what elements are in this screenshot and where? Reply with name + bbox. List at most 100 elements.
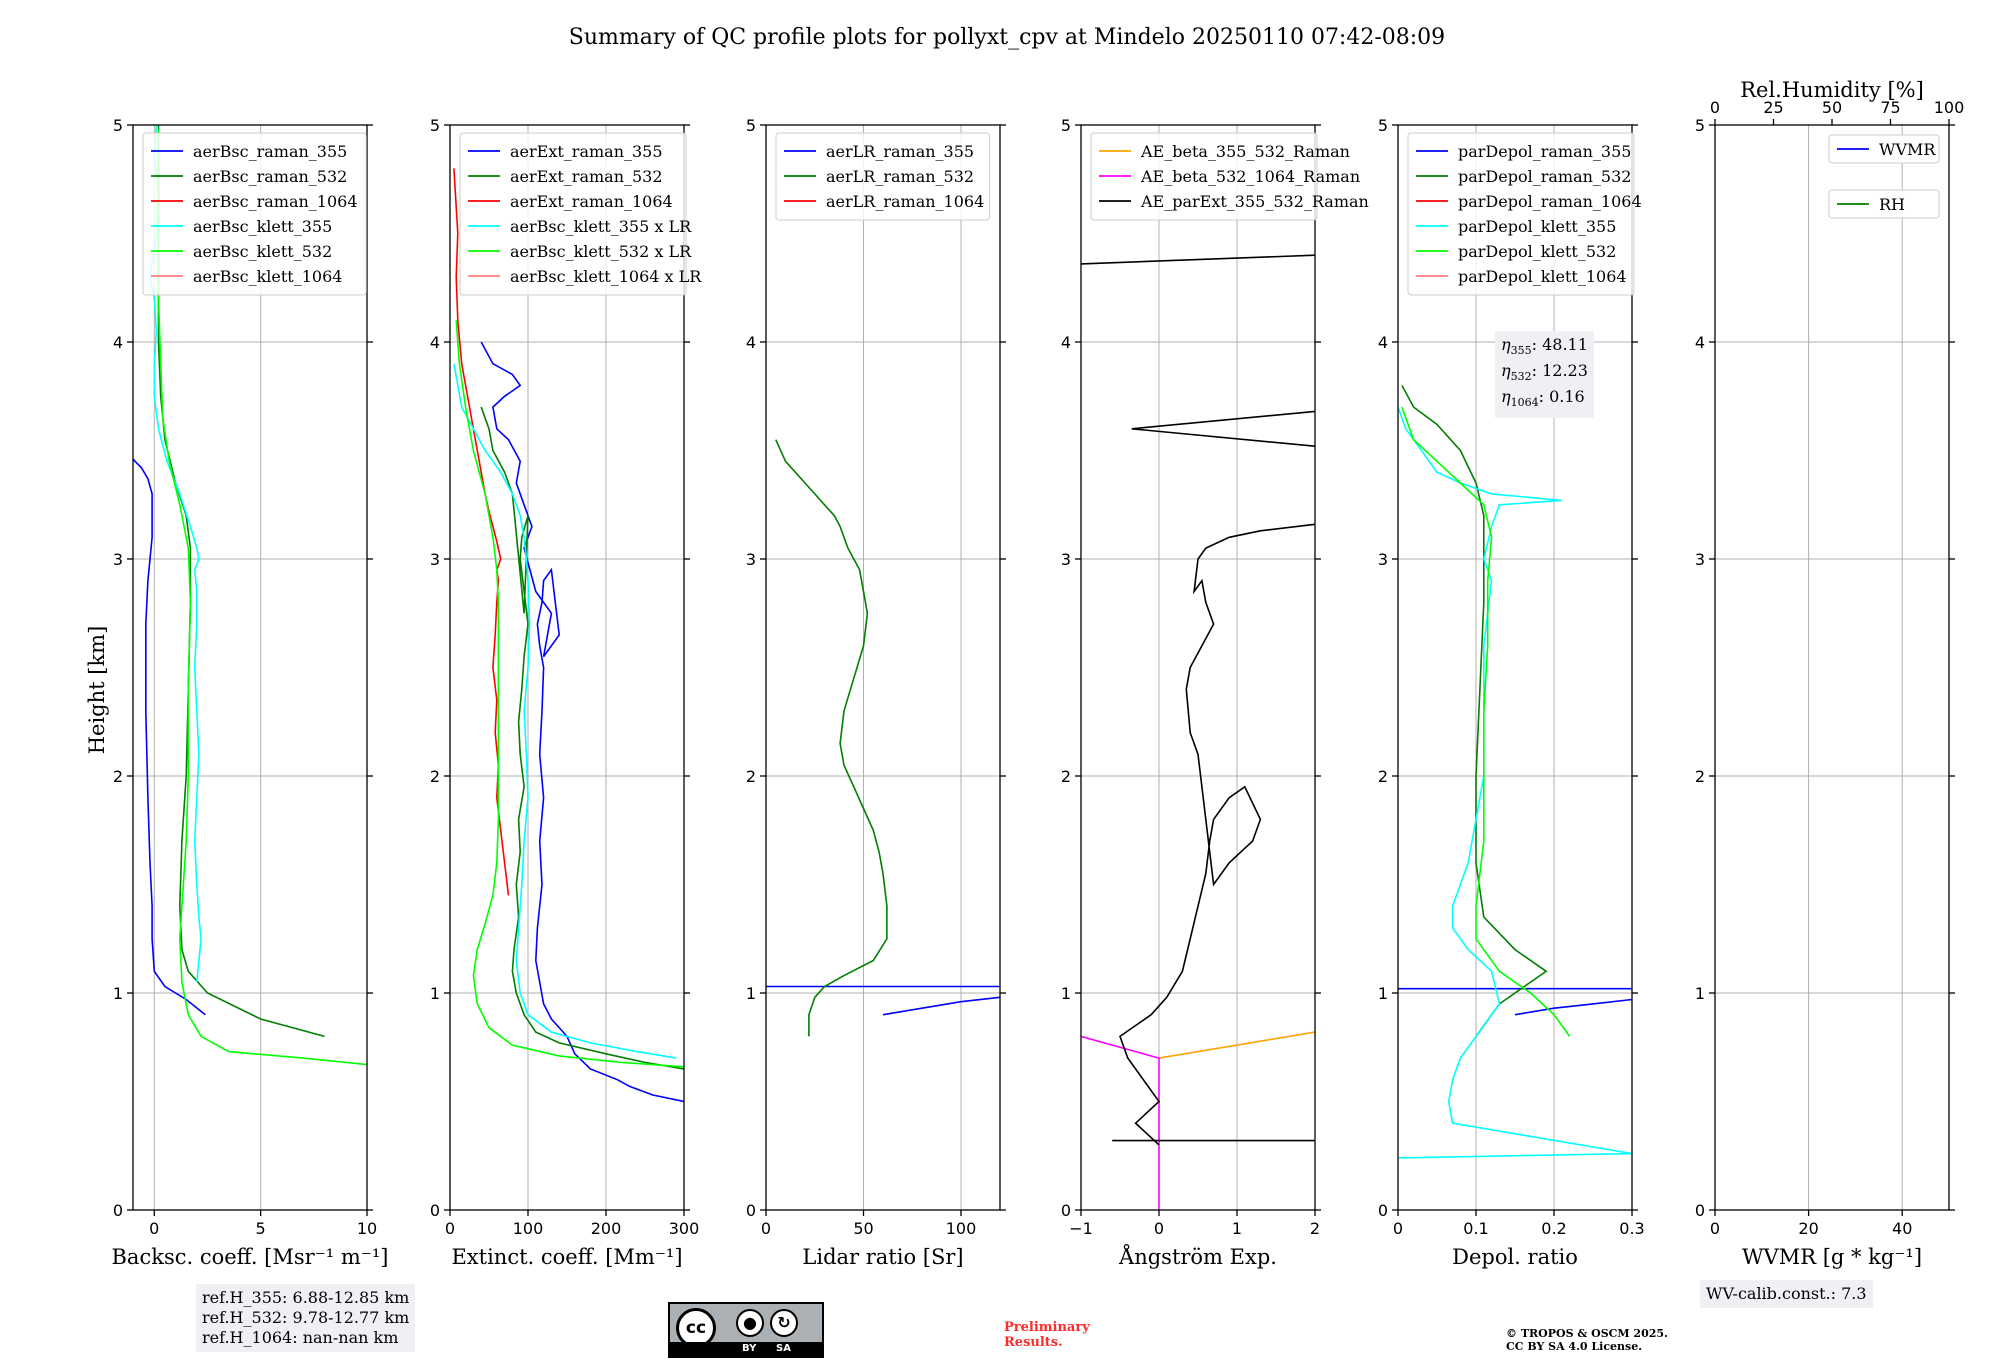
panel-frame bbox=[132, 124, 368, 1211]
y-tick-label: 4 bbox=[746, 333, 756, 352]
x2-axis-label: Rel.Humidity [%] bbox=[1740, 78, 1924, 102]
y-tick-label: 3 bbox=[746, 550, 756, 569]
figure-title: Summary of QC profile plots for pollyxt_… bbox=[569, 25, 1445, 50]
y-axis-label: Height [km] bbox=[85, 626, 109, 755]
y-tick-label: 5 bbox=[746, 116, 756, 135]
series-line bbox=[453, 168, 510, 896]
x-tick-label: 0 bbox=[149, 1219, 159, 1238]
x-tick-label: 10 bbox=[357, 1219, 377, 1238]
panel-frame bbox=[765, 124, 1001, 1211]
y-tick-label: 5 bbox=[1378, 116, 1388, 135]
series-line bbox=[133, 458, 206, 1016]
legend-label: WVMR bbox=[1879, 140, 1936, 159]
x-tick-label: −1 bbox=[1069, 1219, 1093, 1238]
y-tick-label: 2 bbox=[113, 767, 123, 786]
legend-label: aerBsc_klett_532 x LR bbox=[510, 242, 692, 261]
legend-frame bbox=[459, 132, 687, 296]
legend-frame bbox=[1090, 132, 1318, 221]
legend-label: aerBsc_klett_532 bbox=[193, 242, 332, 261]
legend-label: aerExt_raman_1064 bbox=[510, 192, 673, 211]
x-axis-label: Lidar ratio [Sr] bbox=[802, 1245, 963, 1269]
person-icon: ● bbox=[736, 1309, 764, 1337]
x2-tick-label: 0 bbox=[1710, 98, 1720, 117]
eta-1064-value: 0.16 bbox=[1549, 387, 1585, 407]
panel-frame bbox=[1714, 124, 1950, 1211]
series-line bbox=[1081, 254, 1315, 265]
y-tick-label: 5 bbox=[1061, 116, 1071, 135]
x-tick-label: 0 bbox=[1710, 1219, 1720, 1238]
series-line bbox=[1398, 406, 1632, 1159]
legend-label: aerBsc_raman_532 bbox=[193, 167, 347, 186]
series-line bbox=[1401, 385, 1548, 1037]
y-tick-label: 4 bbox=[1378, 333, 1388, 352]
x-axis-label: Backsc. coeff. [Msr⁻¹ m⁻¹] bbox=[112, 1245, 389, 1269]
y-tick-label: 5 bbox=[430, 116, 440, 135]
y-tick-label: 0 bbox=[746, 1201, 756, 1220]
x-axis-label: Depol. ratio bbox=[1452, 1245, 1578, 1269]
eta-355-value: 48.11 bbox=[1542, 335, 1588, 354]
x-tick-label: 100 bbox=[513, 1219, 544, 1238]
x-tick-label: 20 bbox=[1798, 1219, 1818, 1238]
legend-label: aerExt_raman_355 bbox=[510, 142, 663, 161]
y-tick-label: 1 bbox=[1378, 984, 1388, 1003]
x-tick-label: 300 bbox=[669, 1219, 700, 1238]
x-axis-label: WVMR [g * kg⁻¹] bbox=[1742, 1245, 1922, 1269]
y-tick-label: 1 bbox=[113, 984, 123, 1003]
series-line bbox=[455, 320, 684, 1068]
legend-label: aerBsc_raman_355 bbox=[193, 142, 347, 161]
y-tick-label: 1 bbox=[430, 984, 440, 1003]
y-tick-label: 0 bbox=[430, 1201, 440, 1220]
plot-area bbox=[766, 439, 1000, 1037]
eta-532-value: 12.23 bbox=[1542, 361, 1588, 381]
y-tick-label: 0 bbox=[113, 1201, 123, 1220]
legend-label: parDepol_raman_1064 bbox=[1458, 192, 1642, 211]
y-tick-label: 5 bbox=[113, 116, 123, 135]
x-tick-label: 5 bbox=[256, 1219, 266, 1238]
legend-label: aerLR_raman_355 bbox=[826, 142, 974, 161]
badge-bar bbox=[670, 1342, 822, 1356]
x-tick-label: 0.2 bbox=[1541, 1219, 1566, 1238]
copyright-line-2: CC BY SA 4.0 License. bbox=[1506, 1340, 1643, 1353]
y-tick-label: 2 bbox=[1378, 767, 1388, 786]
ref-h-532: ref.H_532: 9.78-12.77 km bbox=[202, 1308, 410, 1327]
legend-label: aerLR_raman_532 bbox=[826, 167, 974, 186]
x-tick-label: 0 bbox=[1393, 1219, 1403, 1238]
legend-frame bbox=[1828, 189, 1940, 219]
series-line bbox=[1081, 1035, 1160, 1210]
y-tick-label: 3 bbox=[430, 550, 440, 569]
panel-1: 0 1 2 3 4 5 0 5 10 Backsc. coeff. [Msr⁻¹ m⁻¹] aerB… bbox=[112, 116, 389, 1269]
series-line bbox=[1119, 523, 1315, 1146]
series-line bbox=[453, 363, 677, 1059]
eta-1064: η1064: 0.16 bbox=[1501, 387, 1585, 410]
x-tick-label: 2 bbox=[1310, 1219, 1320, 1238]
x-tick-label: 1 bbox=[1232, 1219, 1242, 1238]
x2-tick-label: 100 bbox=[1934, 98, 1965, 117]
y-tick-label: 2 bbox=[1061, 767, 1071, 786]
panel-frame bbox=[1397, 124, 1633, 1211]
legend-entry: RH bbox=[1828, 189, 1940, 219]
series-line bbox=[1401, 406, 1571, 1037]
legend-label: AE_beta_532_1064_Raman bbox=[1140, 167, 1360, 186]
legend-label: parDepol_raman_355 bbox=[1458, 142, 1631, 161]
panel-frame bbox=[449, 124, 685, 1211]
y-tick-label: 3 bbox=[1695, 550, 1705, 569]
y-tick-label: 0 bbox=[1378, 1201, 1388, 1220]
preliminary-line-2: Results. bbox=[1004, 1335, 1063, 1350]
x-tick-label: 0 bbox=[445, 1219, 455, 1238]
x-tick-label: 40 bbox=[1892, 1219, 1912, 1238]
by-label: BY bbox=[742, 1343, 757, 1354]
y-tick-label: 1 bbox=[1061, 984, 1071, 1003]
x-axis-label: Extinct. coeff. [Mm⁻¹] bbox=[451, 1245, 682, 1269]
legend-label: aerBsc_klett_1064 bbox=[193, 267, 342, 286]
plot-area bbox=[1398, 385, 1632, 1159]
ref-h-355: ref.H_355: 6.88-12.85 km bbox=[202, 1288, 410, 1307]
legend-label: parDepol_klett_532 bbox=[1458, 242, 1616, 261]
sa-label: SA bbox=[776, 1343, 791, 1354]
y-tick-label: 4 bbox=[1695, 333, 1705, 352]
panel-frame bbox=[1080, 124, 1316, 1211]
y-tick-label: 3 bbox=[1378, 550, 1388, 569]
legend-frame bbox=[1407, 132, 1635, 296]
series-line bbox=[1131, 410, 1315, 447]
